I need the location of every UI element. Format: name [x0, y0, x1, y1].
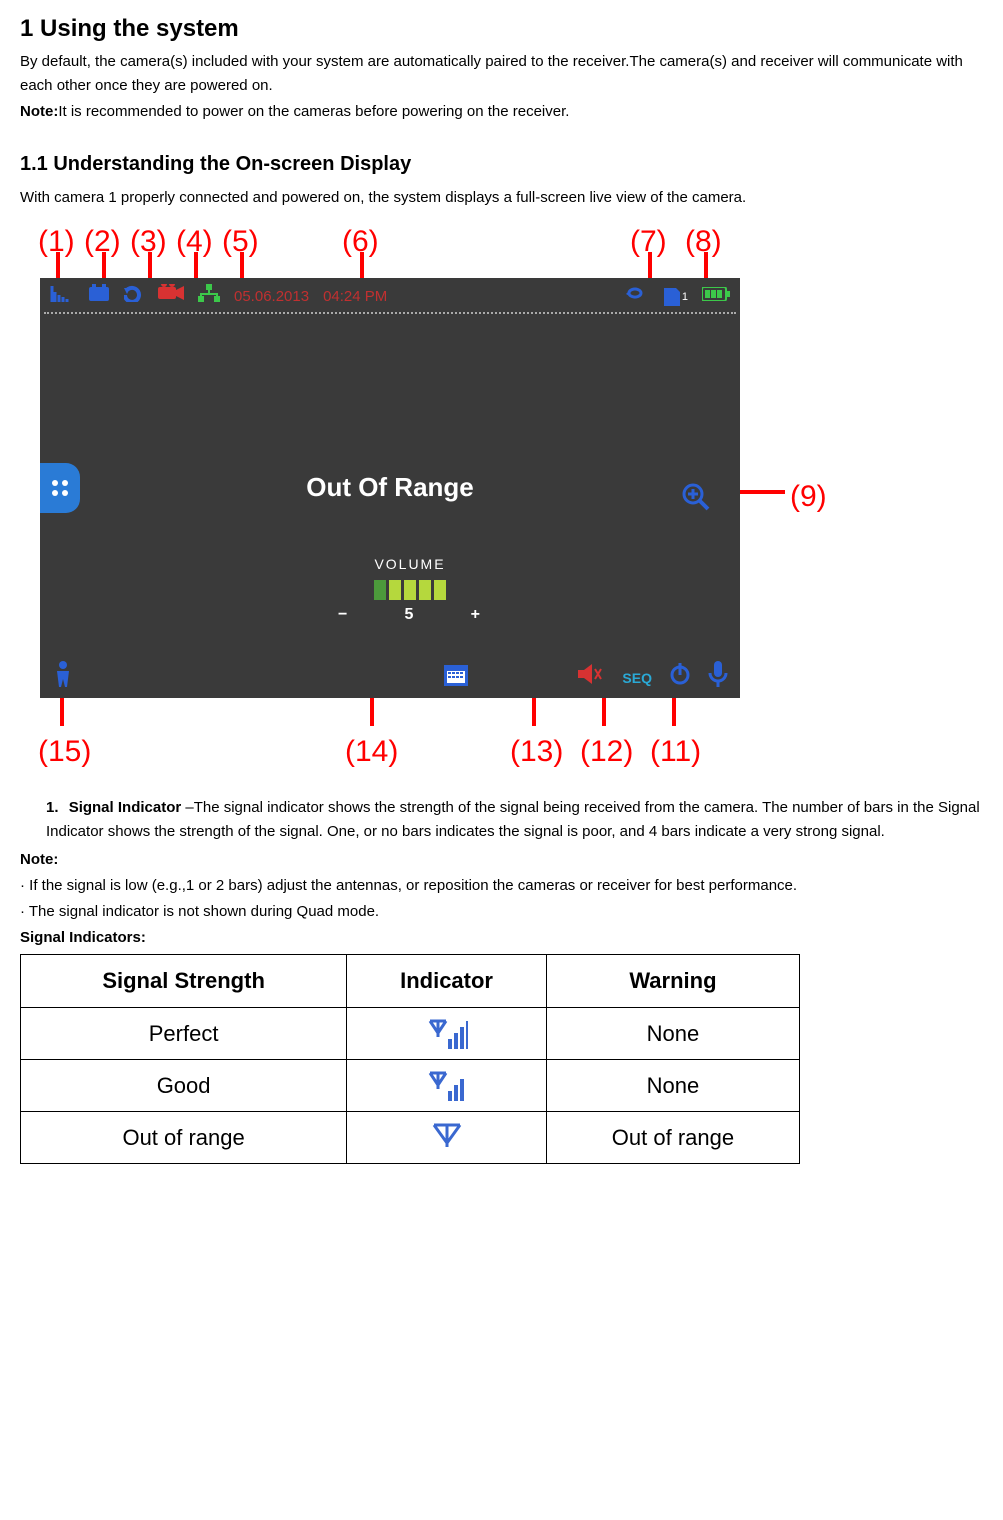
signal-perfect-icon	[426, 1019, 468, 1051]
motion-icon	[52, 661, 74, 695]
device-screen: 05.06.2013 04:24 PM 1 Out Of Range	[40, 278, 740, 698]
quad-icon	[50, 478, 70, 498]
callout-14: (14)	[345, 728, 398, 776]
lcd-off-icon	[670, 663, 690, 693]
table-cell: Out of range	[546, 1111, 799, 1163]
out-of-range-text: Out Of Range	[306, 468, 474, 510]
sd-card-icon: 1	[662, 288, 688, 306]
table-row: Perfect None	[21, 1007, 800, 1059]
time-text: 04:24 PM	[323, 285, 387, 309]
table-row: Good None	[21, 1059, 800, 1111]
screen-top-bar: 05.06.2013 04:24 PM 1	[40, 278, 740, 312]
note-text: It is recommended to power on the camera…	[58, 103, 569, 120]
talk-icon	[708, 661, 728, 695]
table-cell-indicator	[347, 1059, 547, 1111]
signal-indicators-label: Signal Indicators:	[20, 926, 983, 950]
table-cell-indicator	[347, 1007, 547, 1059]
list-text: –The signal indicator shows the strength…	[46, 799, 980, 840]
callout-13: (13)	[510, 728, 563, 776]
screen-bottom-bar: SEQ	[40, 658, 740, 698]
callout-11: (11)	[650, 728, 701, 776]
overwrite-icon	[124, 284, 144, 310]
note-paragraph: Note:It is recommended to power on the c…	[20, 100, 983, 124]
signal-good-icon	[426, 1071, 468, 1103]
volume-minus: −	[338, 602, 349, 628]
note-label: Note:	[20, 103, 58, 120]
volume-panel: VOLUME − 5 +	[320, 553, 500, 627]
zoom-icon	[682, 483, 710, 519]
table-cell-indicator	[347, 1111, 547, 1163]
loop-icon	[626, 285, 648, 309]
table-header: Warning	[546, 955, 799, 1007]
schedule-icon	[444, 662, 468, 694]
table-cell: Good	[21, 1059, 347, 1111]
bullet-2: · The signal indicator is not shown duri…	[20, 900, 983, 924]
callout-15: (15)	[38, 728, 91, 776]
table-cell: Perfect	[21, 1007, 347, 1059]
volume-plus: +	[471, 602, 482, 628]
table-header: Signal Strength	[21, 955, 347, 1007]
list-item-1: 1. Signal Indicator –The signal indicato…	[20, 796, 983, 844]
network-icon	[198, 284, 220, 310]
signal-none-icon	[426, 1123, 468, 1155]
recording-icon	[158, 284, 184, 310]
new-icon	[88, 284, 110, 310]
date-text: 05.06.2013	[234, 285, 309, 309]
volume-label: VOLUME	[374, 556, 445, 572]
heading-1-1: 1.1 Understanding the On-screen Display	[20, 148, 983, 180]
volume-level: 5	[405, 602, 416, 628]
side-tab	[40, 463, 80, 513]
osd-diagram: (1) (2) (3) (4) (5) (6) (7) (8) (9) (10)…	[20, 218, 920, 778]
callout-9: (9)	[790, 473, 827, 521]
signal-icon	[50, 284, 74, 310]
table-cell: None	[546, 1059, 799, 1111]
table-header: Indicator	[347, 955, 547, 1007]
list-number: 1.	[46, 799, 59, 816]
note2-label: Note:	[20, 848, 983, 872]
callout-12: (12)	[580, 728, 633, 776]
line	[740, 490, 785, 494]
list-term: Signal Indicator	[69, 799, 182, 816]
signal-indicator-table: Signal Strength Indicator Warning Perfec…	[20, 954, 800, 1164]
dotted-divider	[44, 312, 736, 318]
section-1-1-paragraph: With camera 1 properly connected and pow…	[20, 186, 983, 210]
table-row: Out of range Out of range	[21, 1111, 800, 1163]
table-cell: None	[546, 1007, 799, 1059]
heading-1: 1 Using the system	[20, 10, 983, 48]
table-cell: Out of range	[21, 1111, 347, 1163]
bullet-1: · If the signal is low (e.g.,1 or 2 bars…	[20, 874, 983, 898]
volume-bars	[320, 580, 500, 600]
intro-paragraph: By default, the camera(s) included with …	[20, 50, 983, 98]
seq-label: SEQ	[622, 667, 652, 689]
battery-icon	[702, 285, 730, 309]
mute-icon	[578, 664, 602, 692]
